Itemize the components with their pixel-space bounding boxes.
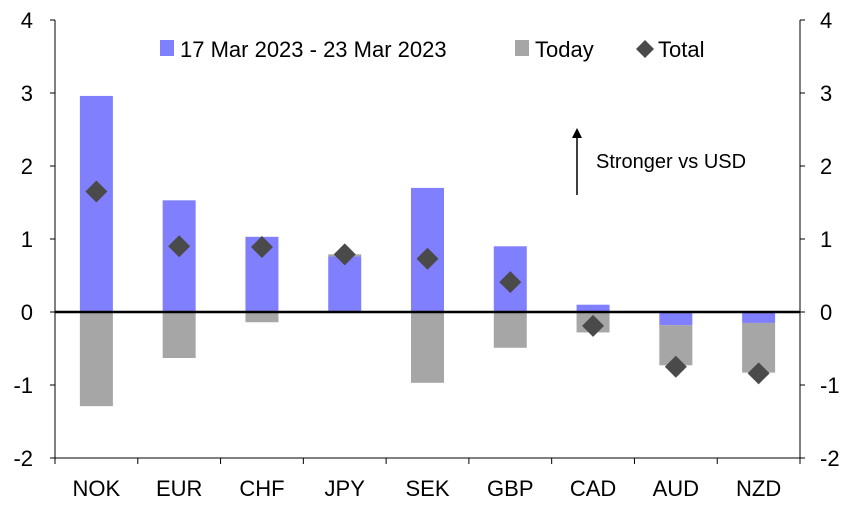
y-tick-label-right: 0 [820,300,832,325]
x-tick-label: CHF [239,476,284,501]
marker-total [499,271,522,294]
legend: 17 Mar 2023 - 23 Mar 2023 Today Total [160,37,704,62]
annotation-text: Stronger vs USD [596,151,746,173]
marker-total [582,314,605,337]
x-tick-label: NZD [736,476,781,501]
x-tick-label: EUR [156,476,202,501]
bar-today [411,312,444,383]
y-tick-label-left: -2 [13,446,33,471]
bar-period [79,95,113,312]
marker-total [85,180,108,203]
y-tick-label-left: 1 [21,227,33,252]
legend-swatch-today [515,40,529,56]
x-tick-label: AUD [653,476,699,501]
bar-period [328,256,362,312]
bar-period [576,304,610,312]
bar-today [79,312,113,407]
legend-marker-total [636,40,654,58]
marker-total [168,235,191,258]
legend-label-period: 17 Mar 2023 - 23 Mar 2023 [180,37,447,62]
bar-today [162,312,196,358]
bar-today [245,312,279,323]
bar-period [659,312,693,326]
legend-label-total: Total [658,37,704,62]
marker-total [250,236,273,259]
marker-total [416,247,439,270]
y-tick-label-left: -1 [13,373,33,398]
bar-today [493,312,527,348]
y-tick-label-left: 4 [21,8,33,33]
x-tick-label: CAD [570,476,616,501]
marker-total [664,355,687,378]
annotation: Stronger vs USD [572,128,746,195]
y-tick-label-left: 3 [21,81,33,106]
legend-swatch-period [160,40,174,56]
y-tick-label-right: 4 [820,8,832,33]
bar-period [742,312,776,323]
marker-total [747,362,770,385]
y-tick-label-right: -1 [820,373,840,398]
arrow-head-icon [572,128,582,138]
y-tick-label-right: 3 [820,81,832,106]
x-tick-label: GBP [487,476,533,501]
y-tick-label-right: 1 [820,227,832,252]
x-tick-label: SEK [405,476,449,501]
y-tick-label-left: 2 [21,154,33,179]
legend-label-today: Today [535,37,594,62]
y-tick-label-right: -2 [820,446,840,471]
marker-total [333,243,356,266]
y-tick-label-left: 0 [21,300,33,325]
y-tick-label-right: 2 [820,154,832,179]
x-tick-label: JPY [325,476,366,501]
x-tick-label: NOK [73,476,121,501]
